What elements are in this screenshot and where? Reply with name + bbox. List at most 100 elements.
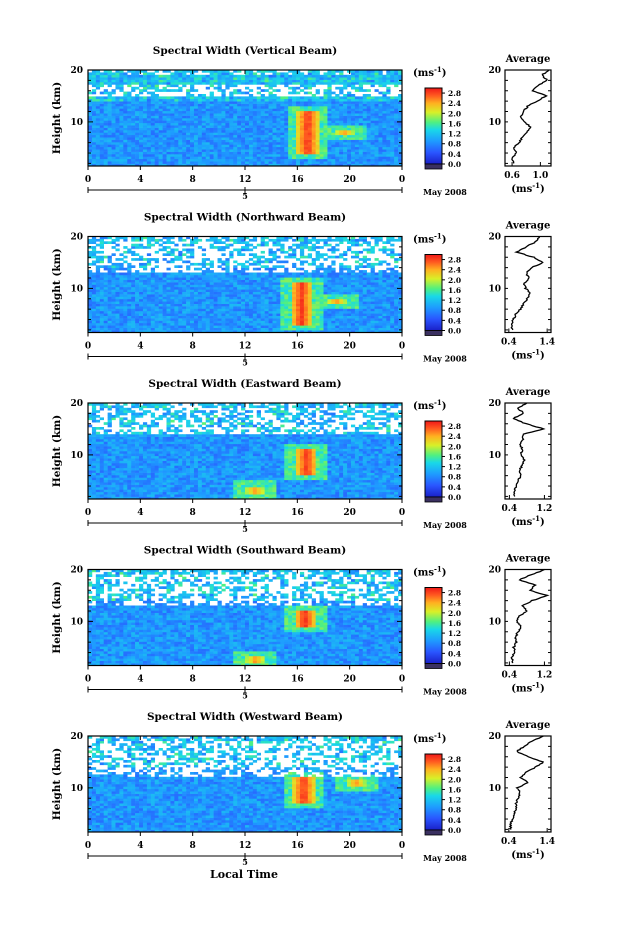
heatmap-cell — [131, 89, 136, 92]
heatmap-cell — [339, 115, 344, 119]
heatmap-cell — [260, 277, 265, 280]
heatmap-cell — [158, 98, 163, 102]
heatmap-cell — [296, 103, 301, 107]
heatmap-cell — [107, 113, 112, 116]
heatmap-cell — [123, 294, 128, 297]
heatmap-cell — [115, 156, 120, 160]
heatmap-cell — [190, 282, 195, 285]
heatmap-cell — [390, 139, 395, 143]
heatmap-cell — [303, 284, 309, 288]
heatmap-cell — [311, 125, 316, 128]
heatmap-cell — [394, 70, 399, 73]
heatmap-cell — [127, 101, 132, 104]
heatmap-cell — [354, 310, 360, 314]
heatmap-cell — [319, 330, 324, 333]
heatmap-cell — [370, 115, 375, 119]
heatmap-cell — [382, 327, 387, 331]
heatmap-cell — [315, 282, 320, 285]
heatmap-cell — [88, 298, 93, 302]
heatmap-cell — [237, 286, 242, 290]
heatmap-cell — [119, 86, 124, 90]
heatmap-cell — [166, 306, 171, 309]
heatmap-cell — [91, 154, 97, 157]
heatmap-cell — [362, 298, 367, 302]
heatmap-cell — [88, 72, 93, 76]
heatmap-cell — [186, 298, 191, 302]
heatmap-cell — [115, 151, 120, 155]
heatmap-cell — [264, 294, 269, 297]
heatmap-cell — [382, 318, 387, 321]
heatmap-cell — [292, 315, 297, 319]
heatmap-cell — [170, 125, 175, 128]
heatmap-cell — [135, 318, 140, 321]
heatmap-cell — [241, 120, 246, 124]
heatmap-cell — [366, 122, 371, 126]
heatmap-cell — [201, 291, 207, 295]
heatmap-cell — [264, 79, 269, 83]
heatmap-cell — [280, 151, 285, 155]
heatmap-cell — [276, 96, 281, 100]
heatmap-cell — [209, 72, 214, 76]
heatmap-cell — [229, 125, 234, 128]
heatmap-cell — [111, 146, 116, 150]
heatmap-cell — [209, 310, 214, 314]
heatmap-cell — [358, 322, 364, 326]
heatmap-cell — [146, 103, 152, 107]
heatmap-cell — [260, 98, 265, 102]
heatmap-cell — [272, 101, 277, 104]
heatmap-cell — [127, 154, 132, 157]
heatmap-cell — [103, 161, 108, 164]
heatmap-cell — [398, 79, 403, 83]
heatmap-cell — [276, 303, 281, 307]
heatmap-cell — [394, 315, 399, 319]
heatmap-cell — [354, 315, 360, 319]
heatmap-cell — [374, 132, 379, 136]
heatmap-cell — [119, 115, 124, 119]
heatmap-cell — [178, 144, 183, 148]
heatmap-cell — [127, 130, 132, 133]
heatmap-cell — [264, 132, 269, 136]
heatmap-cell — [190, 277, 195, 280]
heatmap-cell — [288, 318, 293, 321]
heatmap-cell — [374, 306, 379, 309]
heatmap-cell — [264, 158, 269, 162]
heatmap-cell — [225, 115, 230, 119]
heatmap-cell — [256, 108, 261, 112]
heatmap-cell — [229, 163, 234, 167]
heatmap-cell — [237, 163, 242, 167]
heatmap-cell — [347, 94, 352, 97]
heatmap-cell — [119, 161, 124, 164]
heatmap-cell — [268, 289, 273, 292]
heatmap-cell — [276, 327, 281, 331]
heatmap-cell — [174, 130, 179, 133]
heatmap-cell — [362, 144, 367, 148]
heatmap-cell — [319, 74, 324, 78]
heatmap-cell — [209, 298, 214, 302]
heatmap-cell — [193, 151, 199, 155]
heatmap-cell — [276, 154, 281, 157]
heatmap-cell — [162, 113, 167, 116]
heatmap-cell — [233, 101, 238, 104]
heatmap-cell — [229, 84, 234, 88]
heatmap-cell — [276, 306, 281, 309]
heatmap-cell — [225, 161, 230, 164]
heatmap-cell — [197, 137, 203, 140]
heatmap-cell — [174, 310, 179, 314]
heatmap-cell — [88, 154, 93, 157]
heatmap-cell — [178, 313, 183, 316]
heatmap-cell — [343, 289, 348, 292]
heatmap-cell — [162, 306, 167, 309]
heatmap-cell — [358, 146, 364, 150]
heatmap-cell — [335, 118, 340, 121]
heatmap-cell — [378, 301, 383, 304]
heatmap-cell — [350, 294, 356, 297]
heatmap-cell — [264, 101, 269, 104]
heatmap-cell — [272, 322, 277, 326]
heatmap-cell — [154, 82, 159, 85]
heatmap-cell — [139, 315, 144, 319]
heatmap-cell — [288, 149, 293, 152]
heatmap-cell — [339, 296, 344, 300]
heatmap-cell — [221, 96, 226, 100]
heatmap-cell — [296, 322, 301, 326]
heatmap-cell — [303, 156, 309, 160]
